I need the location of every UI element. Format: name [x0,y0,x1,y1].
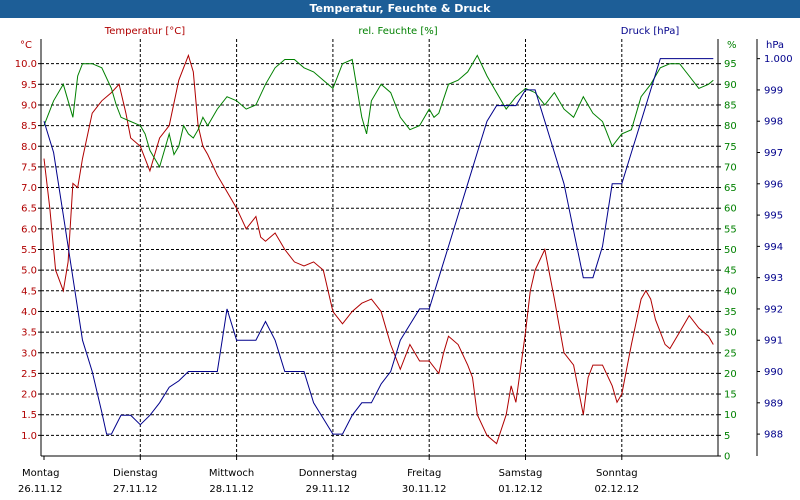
x-tick-date-label: 27.11.12 [113,484,158,495]
pressure-tick-label: 991 [764,336,783,347]
temperature-unit-label: °C [20,40,32,51]
temperature-tick-label: 2.5 [21,369,37,380]
humidity-tick-label: 45 [724,266,737,277]
pressure-tick-label: 988 [764,430,783,441]
temperature-tick-label: 9.0 [21,100,37,111]
pressure-tick-label: 992 [764,304,783,315]
humidity-unit-label: % [727,40,737,51]
temperature-tick-label: 8.5 [21,121,37,132]
x-tick-date-label: 28.11.12 [209,484,254,495]
pressure-tick-label: 995 [764,211,783,222]
humidity-tick-label: 20 [724,369,737,380]
humidity-tick-label: 55 [724,224,737,235]
pressure-tick-label: 999 [764,85,783,96]
x-tick-day-label: Donnerstag [299,468,357,479]
temperature-tick-label: 5.5 [21,245,37,256]
x-tick-day-label: Mittwoch [209,468,254,479]
x-tick-day-label: Samstag [499,468,543,479]
humidity-tick-label: 15 [724,390,737,401]
x-tick-date-label: 26.11.12 [18,484,63,495]
x-axis-ticks: Montag 26.11.12 Dienstag 27.11.12 Mittwoch 28… [18,456,639,495]
pressure-tick-label: 993 [764,273,783,284]
x-tick-day-label: Freitag [407,468,441,479]
humidity-tick-label: 70 [724,162,737,173]
humidity-tick-label: 90 [724,80,737,91]
temperature-tick-label: 7.0 [21,183,37,194]
pressure-unit-label: hPa [766,40,784,51]
temperature-tick-label: 7.5 [21,162,37,173]
temperature-tick-label: 5.0 [21,266,37,277]
temperature-tick-label: 3.0 [21,348,37,359]
humidity-tick-label: 35 [724,307,737,318]
humidity-tick-label: 85 [724,100,737,111]
humidity-tick-label: 75 [724,142,737,153]
temperature-tick-label: 1.0 [21,431,37,442]
temperature-axis-label: Temperatur [°C] [104,26,185,37]
axes [40,39,758,457]
humidity-tick-label: 50 [724,245,737,256]
temperature-tick-label: 4.0 [21,307,37,318]
x-tick-day-label: Dienstag [113,468,158,479]
temperature-tick-label: 1.5 [21,410,37,421]
temperature-tick-label: 10.0 [15,59,37,70]
pressure-tick-label: 994 [764,242,783,253]
humidity-tick-label: 80 [724,121,737,132]
x-tick-day-label: Sonntag [596,468,638,479]
humidity-tick-label: 0 [724,452,730,463]
pressure-tick-label: 990 [764,367,783,378]
series-lines [43,53,714,445]
pressure-axis-ticks: 988 989 990 991 992 993 994 995 996 997 998 999 1.00… [757,54,793,441]
x-tick-date-label: 02.12.12 [595,484,640,495]
humidity-tick-label: 30 [724,328,737,339]
humidity-line [43,54,714,169]
pressure-tick-label: 996 [764,179,783,190]
temperature-axis-ticks: 1.0 1.5 2.0 2.5 3.0 3.5 4.0 4.5 5.0 5.5 6.0 6.5 7.0 7… [15,59,41,442]
humidity-axis-label: rel. Feuchte [%] [358,26,437,37]
humidity-tick-label: 10 [724,410,737,421]
pressure-tick-label: 989 [764,398,783,409]
humidity-tick-label: 65 [724,183,737,194]
temperature-tick-label: 3.5 [21,328,37,339]
x-tick-date-label: 29.11.12 [306,484,351,495]
x-tick-date-label: 01.12.12 [498,484,543,495]
x-tick-date-label: 30.11.12 [402,484,447,495]
temperature-tick-label: 6.0 [21,224,37,235]
humidity-tick-label: 95 [724,59,737,70]
x-tick-day-label: Montag [22,468,59,479]
humidity-axis-ticks: 0 5 10 15 20 25 30 35 40 45 50 55 60 65 70 75 80 85 90 95 [718,59,737,463]
pressure-axis-label: Druck [hPa] [621,26,680,37]
humidity-tick-label: 60 [724,204,737,215]
temperature-tick-label: 6.5 [21,204,37,215]
temperature-tick-label: 8.0 [21,142,37,153]
pressure-tick-label: 1.000 [764,54,793,65]
humidity-tick-label: 5 [724,431,730,442]
pressure-tick-label: 997 [764,148,783,159]
humidity-tick-label: 40 [724,286,737,297]
temperature-line [43,53,714,445]
temperature-tick-label: 9.5 [21,80,37,91]
grid-lines [41,39,718,456]
humidity-tick-label: 25 [724,348,737,359]
temperature-tick-label: 4.5 [21,286,37,297]
chart-title: Temperatur, Feuchte & Druck [0,0,800,18]
pressure-tick-label: 998 [764,117,783,128]
temperature-tick-label: 2.0 [21,390,37,401]
pressure-line [43,58,714,435]
